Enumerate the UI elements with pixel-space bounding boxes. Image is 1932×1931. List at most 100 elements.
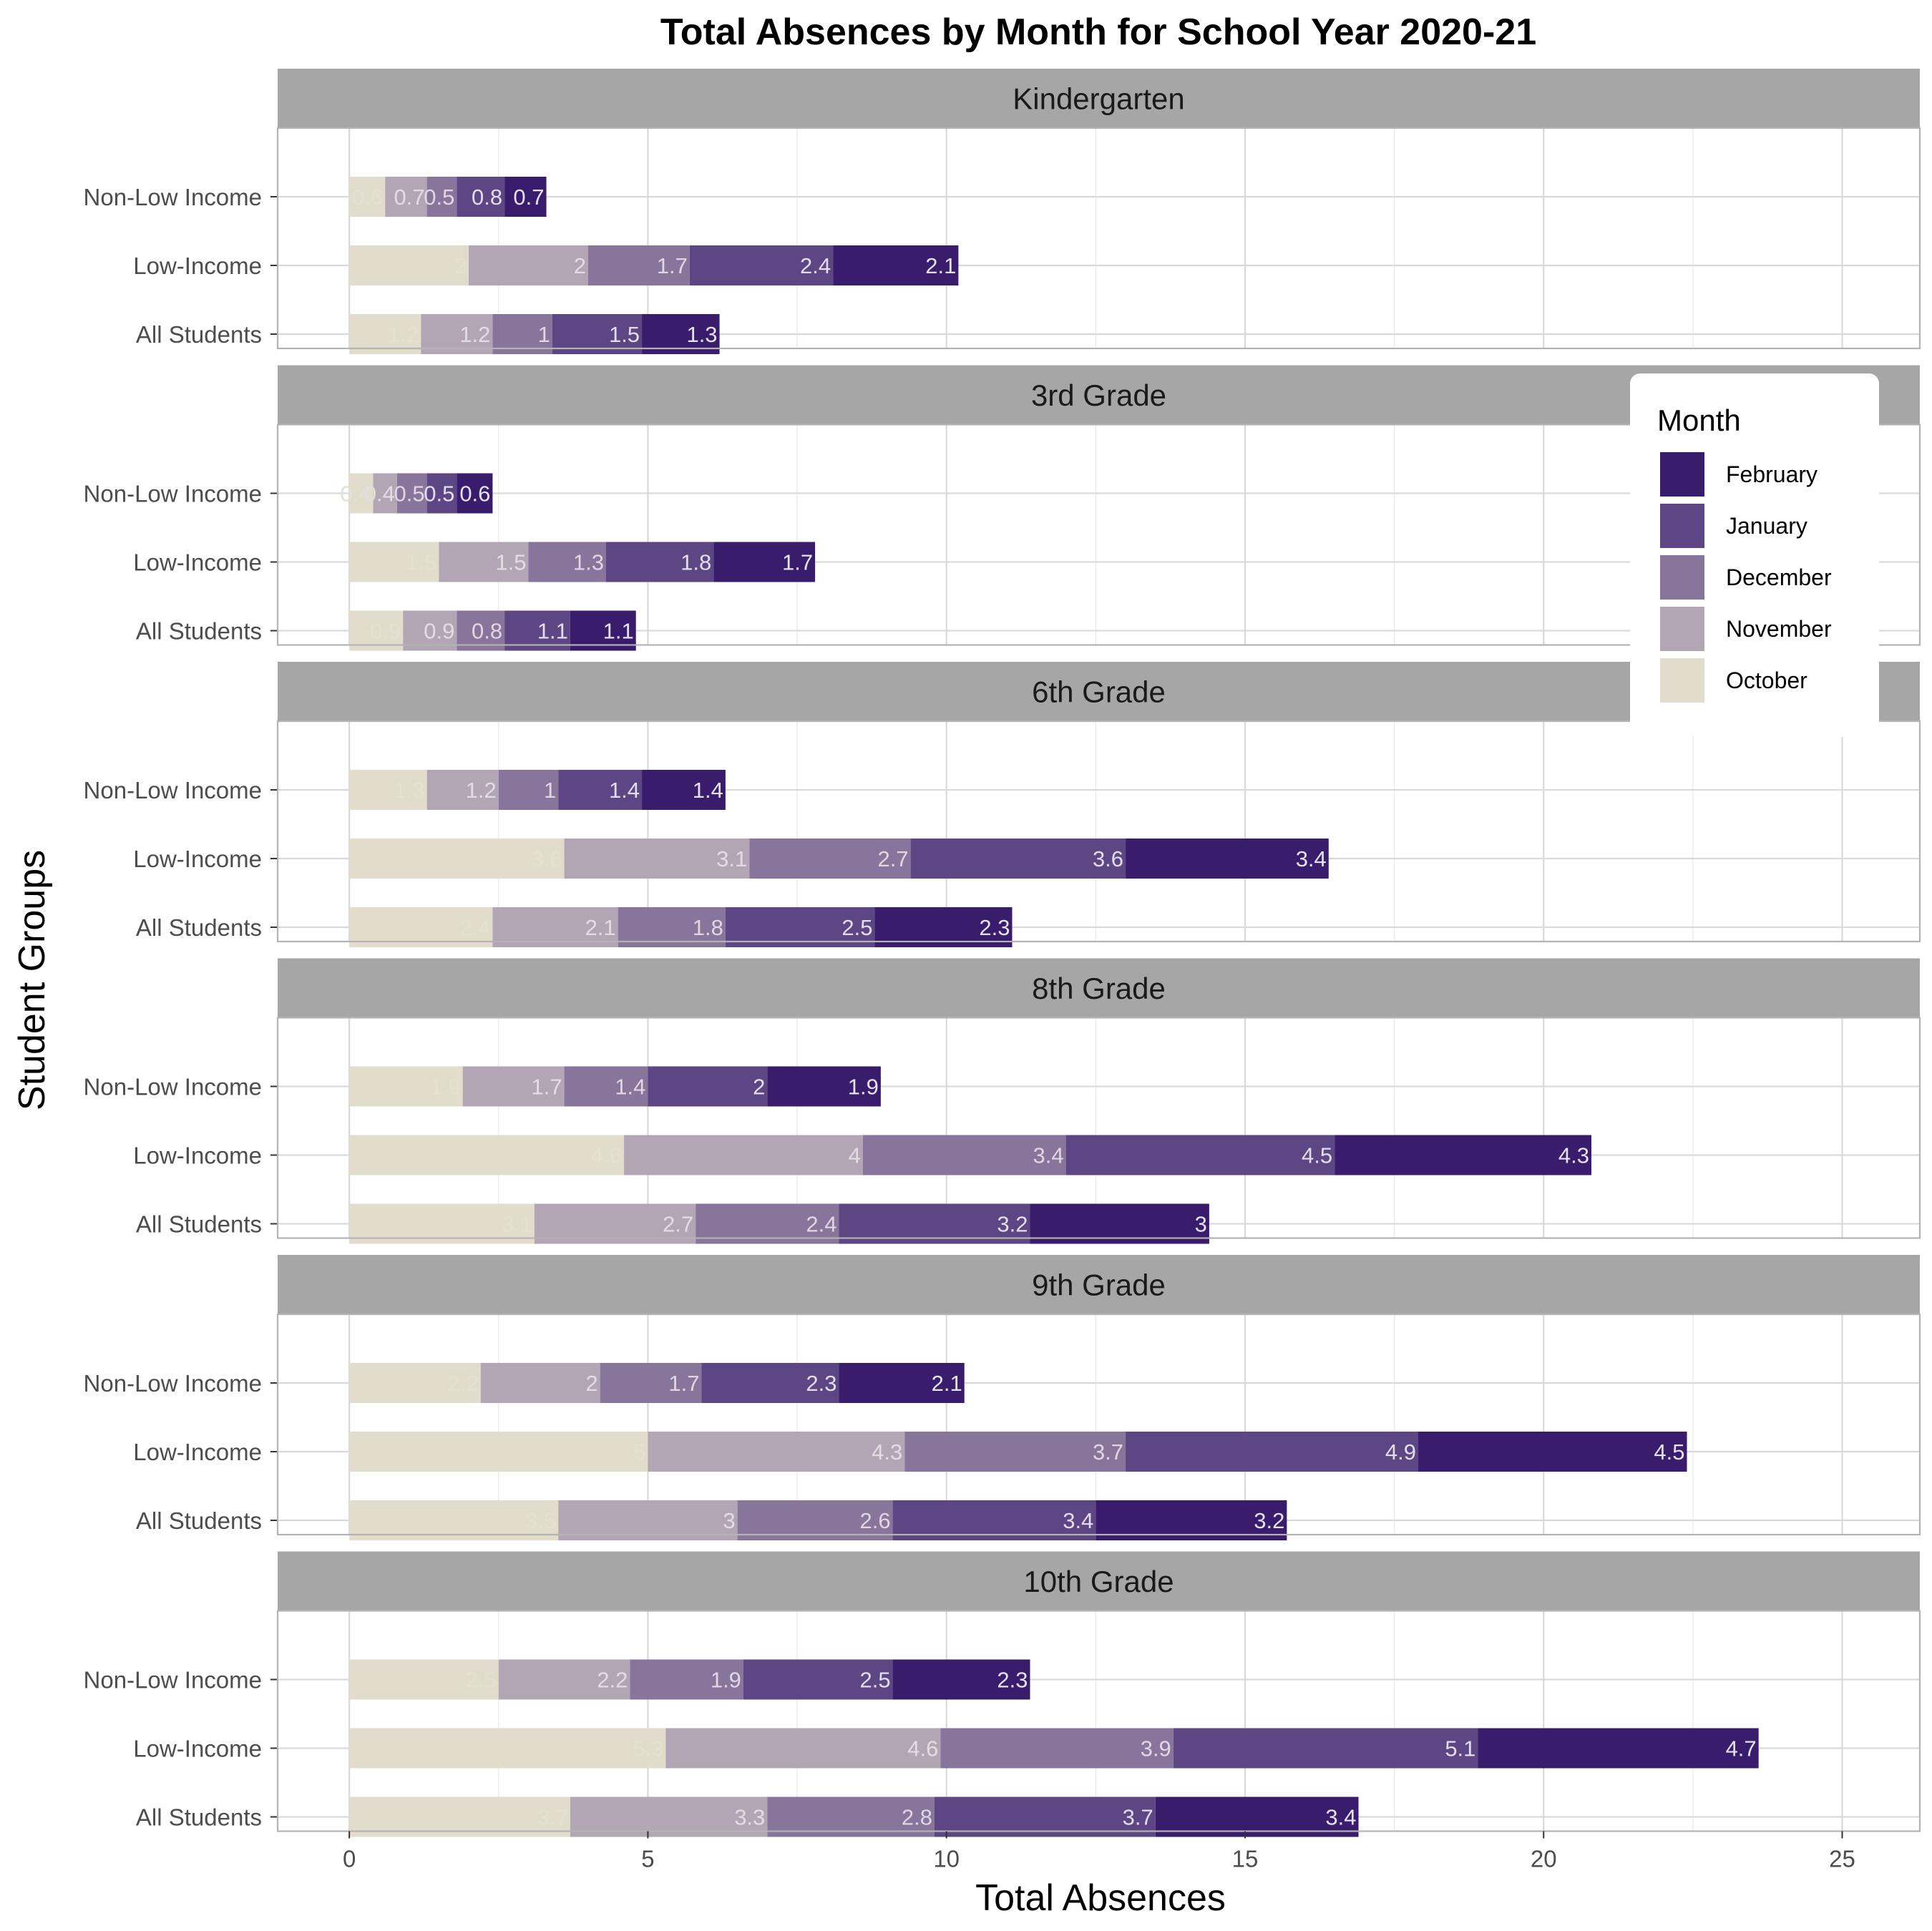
bar-label-january: 4.5 — [1302, 1143, 1332, 1168]
bar-row-low-income: Low-Income 4.6 4 3.4 4.5 4.3 — [133, 1135, 1591, 1175]
facet-strip-label: 3rd Grade — [1031, 378, 1166, 412]
legend: Month February January December November Oct… — [1630, 373, 1879, 737]
bar-segment-january — [1173, 1728, 1478, 1769]
bar-row-all-students: All Students 3.7 3.3 2.8 3.7 3.4 — [136, 1796, 1359, 1837]
bar-segment-february — [642, 770, 726, 810]
bar-label-november: 2.2 — [597, 1668, 628, 1693]
bar-segment-october — [349, 1500, 559, 1540]
panel-background — [278, 1314, 1920, 1535]
bar-segment-october — [349, 542, 439, 582]
bar-segment-december — [862, 1135, 1066, 1175]
bar-segment-january — [457, 177, 505, 217]
bar-label-december: 3.7 — [1093, 1439, 1123, 1465]
legend-items: February January December November October — [1660, 452, 1832, 703]
legend-key — [1660, 658, 1704, 703]
facet-9th-grade: 9th Grade Non-Low Income 2.2 2 1.7 2.3 2.1 Low-… — [84, 1255, 1921, 1540]
facet-strip — [278, 69, 1920, 128]
bar-segment-january — [689, 245, 834, 285]
bar-segment-november — [624, 1135, 863, 1175]
panel-border — [276, 1017, 1921, 1239]
bar-segment-november — [403, 610, 457, 651]
bar-segment-january — [743, 1659, 893, 1700]
bar-segment-december — [767, 1796, 935, 1837]
bar-segment-november — [426, 770, 499, 810]
bar-row-non-low-income: Non-Low Income 2.2 2 1.7 2.3 2.1 — [84, 1363, 965, 1403]
bar-segment-december — [904, 1432, 1126, 1472]
legend-label: December — [1726, 564, 1832, 590]
x-axis: 0 5 10 15 20 25 — [343, 1831, 1855, 1872]
bar-segment-february — [1335, 1135, 1591, 1175]
bar-segment-november — [462, 1066, 565, 1107]
bar-segment-december — [618, 907, 726, 947]
bar-label-february: 3 — [1195, 1212, 1207, 1237]
bar-segment-december — [396, 473, 427, 514]
x-tick-label: 20 — [1531, 1846, 1557, 1872]
y-tick-label: All Students — [136, 618, 262, 645]
bar-segment-october — [349, 1796, 570, 1837]
panel-border — [276, 1610, 1921, 1832]
legend-title: Month — [1657, 404, 1741, 437]
bar-label-december: 1.4 — [615, 1075, 645, 1100]
bar-row-low-income: Low-Income 5 4.3 3.7 4.9 4.5 — [133, 1432, 1687, 1472]
panel-border — [276, 127, 1921, 350]
bar-row-non-low-income: Non-Low Income 1.9 1.7 1.4 2 1.9 — [84, 1066, 881, 1107]
y-tick-label: All Students — [136, 321, 262, 348]
legend-key — [1660, 452, 1704, 497]
bar-label-january: 2 — [753, 1075, 765, 1100]
y-tick-label: Non-Low Income — [84, 1370, 262, 1397]
bar-segment-january — [935, 1796, 1156, 1837]
bar-row-all-students: All Students 2.4 2.1 1.8 2.5 2.3 — [136, 907, 1013, 947]
bar-label-november: 1.5 — [495, 550, 526, 575]
x-tick-label: 25 — [1829, 1846, 1855, 1872]
bar-label-october: 3.5 — [525, 1508, 556, 1533]
x-tick-label: 0 — [343, 1846, 356, 1872]
bar-label-december: 1.8 — [693, 915, 723, 940]
bar-segment-november — [421, 314, 493, 354]
bar-row-non-low-income: Non-Low Income 2.5 2.2 1.9 2.5 2.3 — [84, 1659, 1030, 1700]
bar-segment-january — [504, 610, 570, 651]
bar-segment-january — [839, 1203, 1030, 1244]
bar-label-february: 1.9 — [848, 1075, 879, 1100]
bar-segment-november — [498, 1659, 630, 1700]
bar-label-october: 2.4 — [459, 915, 490, 940]
bar-label-december: 1 — [538, 322, 550, 347]
bar-segment-february — [713, 542, 816, 582]
bar-segment-december — [498, 770, 559, 810]
bar-segment-december — [696, 1203, 839, 1244]
bar-segment-october — [349, 1363, 481, 1403]
bar-label-january: 2.4 — [800, 253, 831, 278]
bar-row-all-students: All Students 3.1 2.7 2.4 3.2 3 — [136, 1203, 1209, 1244]
bar-segment-december — [587, 245, 690, 285]
bar-label-january: 2.3 — [806, 1371, 836, 1396]
bar-row-non-low-income: Non-Low Income 0.6 0.70.5 0.8 0.7 — [84, 177, 547, 217]
y-axis-title: Student Groups — [11, 850, 53, 1110]
bar-label-november: 1.2 — [466, 778, 497, 803]
bar-label-october: 2 — [454, 253, 467, 278]
bar-label-october: 1.3 — [394, 778, 425, 803]
bar-label-november: 0.7 — [394, 185, 425, 210]
bar-segment-october — [349, 770, 427, 810]
bar-segment-february — [767, 1066, 881, 1107]
bar-label-december: 3.4 — [1033, 1143, 1063, 1168]
y-tick-label: Low-Income — [133, 1143, 262, 1169]
bar-row-non-low-income: Non-Low Income 1.3 1.2 1 1.4 1.4 — [84, 770, 726, 810]
bar-segment-october — [349, 1203, 535, 1244]
legend-label: February — [1726, 461, 1818, 487]
bar-segment-december — [737, 1500, 893, 1540]
y-tick-label: Non-Low Income — [84, 1074, 262, 1100]
bar-label-november: 4.6 — [907, 1736, 938, 1761]
y-tick-label: Low-Income — [133, 549, 262, 576]
bar-segment-january — [910, 839, 1126, 879]
bar-segment-october — [349, 1066, 463, 1107]
bar-segment-december — [457, 610, 505, 651]
bar-label-february: 2.1 — [932, 1371, 962, 1396]
bar-label-november: 3 — [723, 1508, 735, 1533]
x-tick-label: 10 — [933, 1846, 960, 1872]
bar-label-february: 1.1 — [603, 619, 634, 644]
bar-label-january: 3.4 — [1063, 1508, 1093, 1533]
bar-label-november: 3.1 — [716, 846, 747, 871]
bar-label-november: 3.3 — [734, 1805, 765, 1830]
y-tick-label: Low-Income — [133, 846, 262, 872]
panel-background — [278, 1017, 1920, 1238]
